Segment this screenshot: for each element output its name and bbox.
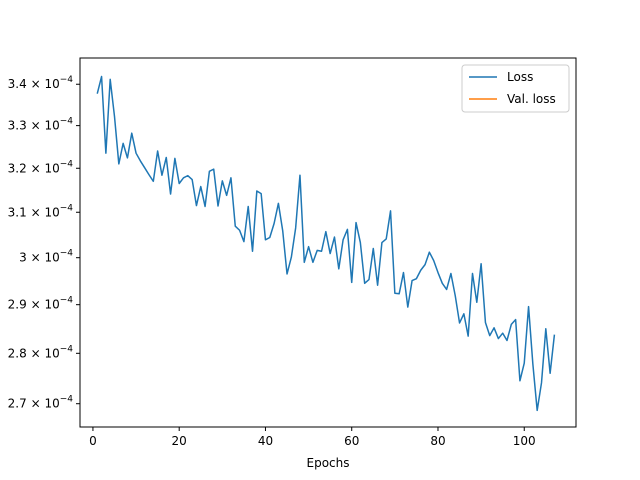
y-tick-label: 3.2 × 10−4 [8,159,74,175]
legend-label-1: Val. loss [507,92,556,106]
x-tick-label: 20 [172,434,187,448]
x-axis-label: Epochs [307,456,350,470]
y-tick-label: 2.8 × 10−4 [8,344,74,360]
y-tick-label: 3.3 × 10−4 [8,117,74,133]
legend: Loss Val. loss [461,64,570,113]
plot-frame [79,57,577,428]
y-tick-label: 3 × 10−4 [19,249,73,265]
y-tick-label: 3.1 × 10−4 [8,203,74,219]
x-tick-label: 80 [430,434,445,448]
x-axis-ticks: 0 20 40 60 80 100 [89,427,536,448]
x-tick-label: 0 [89,434,97,448]
y-tick-label: 3.4 × 10−4 [8,75,74,91]
series-layer [96,75,556,412]
series-line-0 [96,75,556,412]
x-tick-label: 40 [258,434,273,448]
y-axis-ticks: 2.7 × 10−4 2.8 × 10−4 2.9 × 10−4 3 × 10−4 3.… [8,75,80,411]
x-tick-label: 60 [344,434,359,448]
y-tick-label: 2.7 × 10−4 [8,395,74,411]
x-tick-label: 100 [513,434,536,448]
legend-label-0: Loss [507,70,533,84]
y-tick-label: 2.9 × 10−4 [8,296,74,312]
